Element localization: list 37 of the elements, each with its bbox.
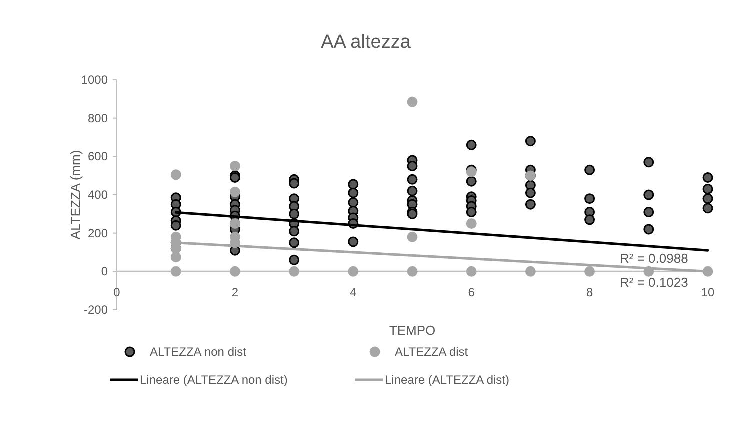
point xyxy=(230,186,240,198)
annotation: R² = 0.1023 xyxy=(620,275,688,290)
legend-label: Lineare (ALTEZZA non dist) xyxy=(140,373,288,387)
y-tick-label: 0 xyxy=(101,264,108,279)
point xyxy=(466,218,477,229)
x-tick-label: 6 xyxy=(468,286,476,300)
point xyxy=(466,266,477,277)
x-tick-label: 0 xyxy=(114,286,121,300)
point xyxy=(584,266,596,277)
point xyxy=(230,161,240,172)
point xyxy=(407,96,418,108)
annotation: R² = 0.0988 xyxy=(620,251,688,266)
y-tick-label: 1000 xyxy=(81,73,108,87)
legend-label: ALTEZZA dist xyxy=(395,345,469,359)
point xyxy=(170,252,182,263)
chart-title: AA altezza xyxy=(321,32,412,53)
point xyxy=(525,266,536,277)
point xyxy=(170,266,182,277)
y-tick-label: 400 xyxy=(88,188,108,202)
x-tick-label: 10 xyxy=(701,286,715,300)
point xyxy=(170,170,182,180)
point xyxy=(230,266,240,277)
legend-label: Lineare (ALTEZZA dist) xyxy=(385,373,510,387)
x-tick-label: 4 xyxy=(350,286,358,300)
point xyxy=(407,266,418,277)
x-tick-label: 8 xyxy=(586,286,594,300)
y-tick-label: 200 xyxy=(88,226,108,240)
legend-label: ALTEZZA non dist xyxy=(150,345,248,359)
x-tick-label: 2 xyxy=(232,286,239,300)
x-axis-title: TEMPO xyxy=(389,323,436,338)
y-tick-label: -200 xyxy=(84,303,108,317)
y-axis-title: ALTEZZA (mm) xyxy=(68,150,83,240)
y-tick-label: 600 xyxy=(88,150,108,164)
point xyxy=(407,232,418,242)
point xyxy=(348,266,359,277)
y-tick-label: 800 xyxy=(88,111,108,126)
point xyxy=(289,266,300,277)
